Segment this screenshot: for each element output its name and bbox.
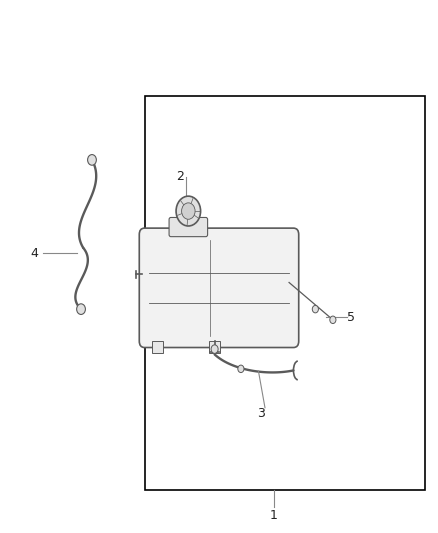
- Text: 4: 4: [30, 247, 38, 260]
- Text: 3: 3: [257, 407, 265, 419]
- Circle shape: [238, 365, 244, 373]
- Bar: [152, 341, 163, 353]
- Circle shape: [88, 155, 96, 165]
- FancyBboxPatch shape: [139, 228, 299, 348]
- Circle shape: [182, 203, 195, 219]
- Text: 5: 5: [347, 311, 355, 324]
- FancyBboxPatch shape: [169, 217, 208, 237]
- Text: 1: 1: [270, 509, 278, 522]
- Circle shape: [330, 316, 336, 324]
- Bar: [145, 96, 425, 490]
- Circle shape: [312, 305, 318, 313]
- Text: 2: 2: [177, 171, 184, 183]
- Circle shape: [77, 304, 85, 314]
- Circle shape: [211, 345, 218, 353]
- Bar: [209, 341, 220, 353]
- Circle shape: [176, 196, 201, 226]
